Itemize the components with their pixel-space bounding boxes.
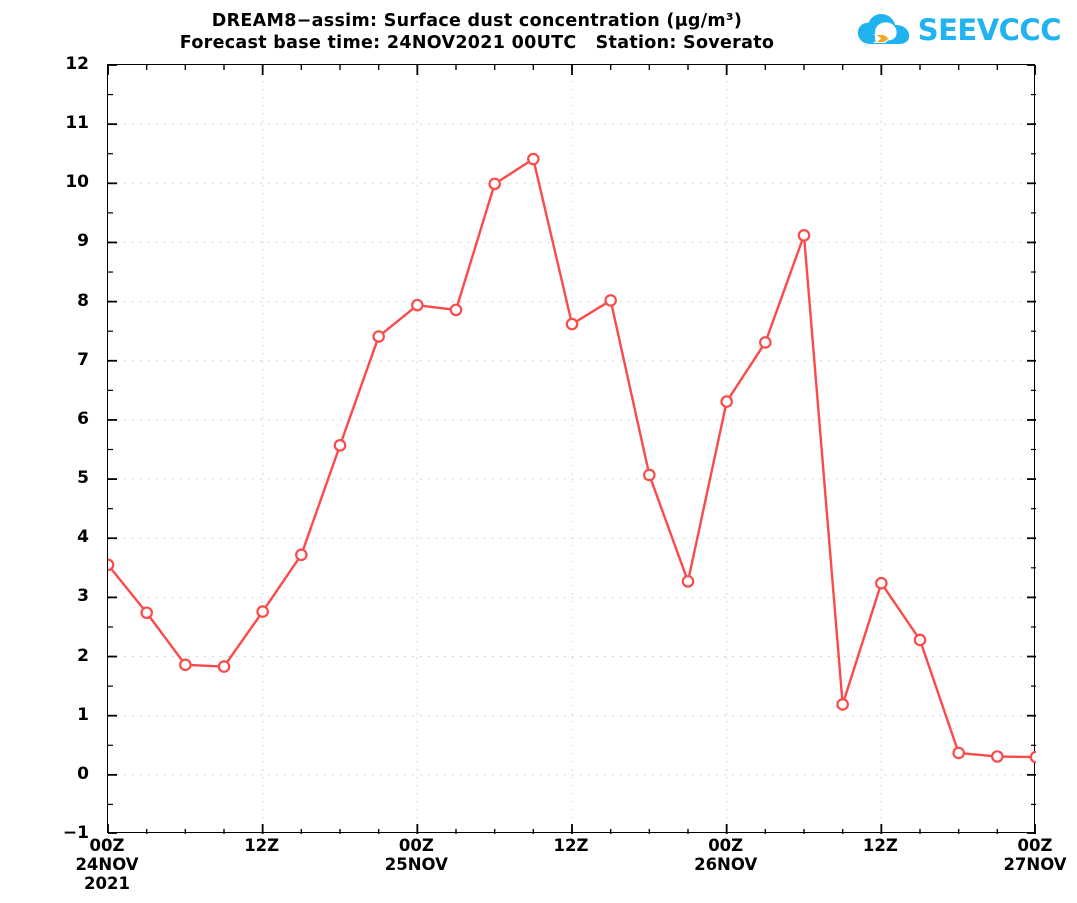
x-tick-time: 00Z xyxy=(1017,836,1053,855)
data-series xyxy=(108,152,1036,764)
gridlines xyxy=(108,65,1036,834)
x-tick-date: 27NOV xyxy=(1003,855,1067,874)
x-tick-label-group: 12Z xyxy=(554,836,589,855)
y-tick-label: 9 xyxy=(77,231,89,252)
y-tick-label: 10 xyxy=(65,172,89,193)
y-axis-labels: −1 0 1 2 3 4 5 6 7 8 9 10 11 12 xyxy=(0,56,98,842)
cloud-arrow-icon xyxy=(857,13,909,44)
logo-wordmark: SEEVCCC xyxy=(917,12,1062,47)
page-title: DREAM8−assim: Surface dust concentration… xyxy=(211,11,743,31)
chart-subtitle: Forecast base time: 24NOV2021 00UTC Stat… xyxy=(179,33,775,53)
x-tick-date: 26NOV xyxy=(694,855,758,874)
y-tick-label: 11 xyxy=(65,113,89,134)
chart-title-block: DREAM8−assim: Surface dust concentration… xyxy=(107,10,847,54)
x-tick-label-group: 00Z 24NOV 2021 xyxy=(75,836,138,893)
x-tick-label-group: 00Z 25NOV xyxy=(385,836,448,874)
y-tick-label: −1 xyxy=(62,823,89,843)
y-tick-label: 8 xyxy=(77,290,89,311)
x-tick-time: 12Z xyxy=(244,836,280,855)
x-tick-time: 00Z xyxy=(398,836,434,855)
x-tick-label-group: 00Z 27NOV xyxy=(1003,836,1066,874)
y-tick-label: 6 xyxy=(77,408,89,429)
y-tick-label: 1 xyxy=(77,704,89,725)
y-tick-label: 5 xyxy=(77,468,89,489)
y-tick-label: 4 xyxy=(77,527,89,548)
x-tick-label-group: 00Z 26NOV xyxy=(694,836,757,874)
x-tick-label-group: 12Z xyxy=(244,836,279,855)
x-tick-time: 12Z xyxy=(553,836,589,855)
seevccc-logo: SEEVCCC xyxy=(857,12,1062,48)
x-axis-labels: 00Z 24NOV 2021 12Z 00Z 25NOV 12Z 00Z 26NOV 12Z 00Z… xyxy=(75,836,1066,900)
y-tick-label: 0 xyxy=(77,763,89,784)
x-tick-label-group: 12Z xyxy=(863,836,898,855)
x-tick-time: 12Z xyxy=(862,836,898,855)
y-tick-label: 7 xyxy=(77,349,89,370)
chart-canvas xyxy=(108,65,1036,834)
y-tick-label: 12 xyxy=(65,54,89,74)
x-tick-date: 24NOV xyxy=(75,855,139,874)
plot-area xyxy=(107,64,1036,834)
x-tick-time: 00Z xyxy=(89,836,125,855)
x-tick-date: 25NOV xyxy=(384,855,448,874)
x-tick-year: 2021 xyxy=(84,874,130,893)
y-tick-label: 3 xyxy=(77,586,89,607)
x-tick-time: 00Z xyxy=(708,836,744,855)
y-tick-label: 2 xyxy=(77,645,89,666)
axis-ticks xyxy=(108,65,1036,834)
